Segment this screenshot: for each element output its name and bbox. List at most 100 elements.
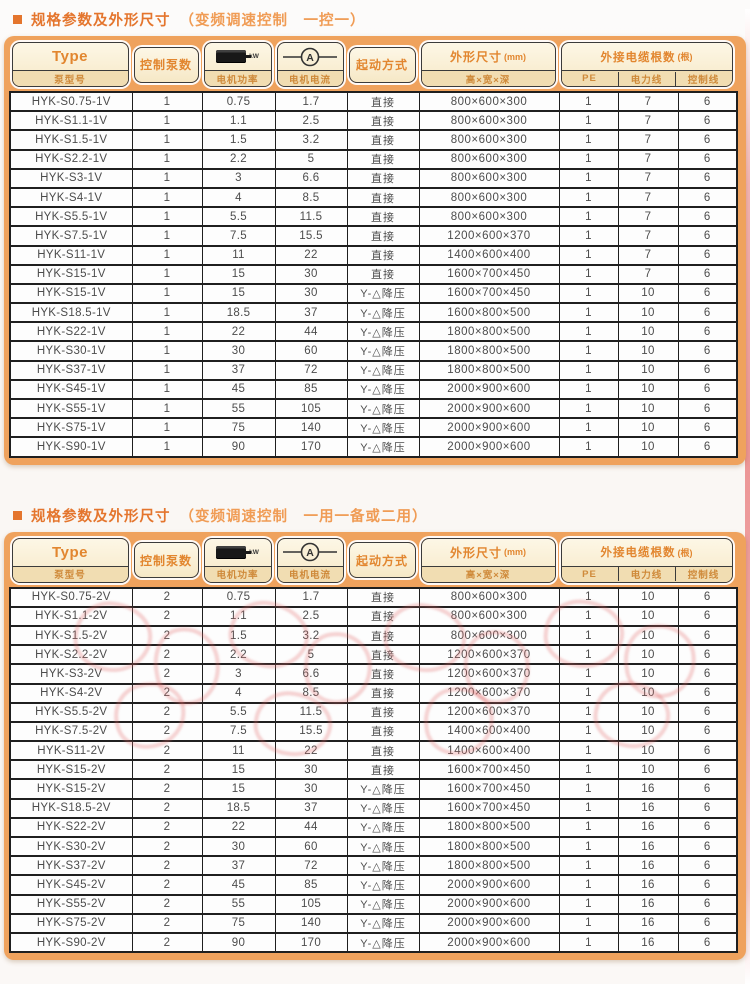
motor-power-icon: kW bbox=[205, 43, 271, 70]
table-cell: 6 bbox=[677, 378, 738, 401]
table-row: HYK-S18.5-1V 1 18.5 37 Y-△降压 1600×800×500 1 10 6 bbox=[9, 302, 738, 324]
table-cell: 18.5 bbox=[201, 302, 276, 324]
header-motor-current-sub: 电机电流 bbox=[277, 565, 343, 582]
table-cell: Y-△降压 bbox=[346, 931, 420, 954]
section-title-2: 规格参数及外形尺寸 （变频调速控制 一用一备或二用） bbox=[13, 505, 750, 526]
table-row: HYK-S15-2V 2 15 30 Y-△降压 1600×700×450 1 16 6 bbox=[9, 778, 738, 800]
table-cell: 1 bbox=[558, 90, 619, 113]
table-cell: 3 bbox=[201, 663, 276, 685]
table-header-1: Type 泵型号 控制泵数 kW 电机功率 A 电机电流 起动方式 bbox=[9, 40, 736, 89]
header-type-sub: 泵型号 bbox=[12, 565, 128, 582]
table-cell: 800×600×300 bbox=[418, 586, 560, 608]
table-cell: 16 bbox=[617, 797, 679, 819]
table-cell: 22 bbox=[201, 321, 276, 343]
table-cell: HYK-S55-1V bbox=[9, 397, 133, 420]
table-cell: 6 bbox=[677, 397, 738, 420]
table-cell: HYK-S75-1V bbox=[9, 417, 133, 439]
table-cell: 6 bbox=[677, 244, 738, 266]
table-row: HYK-S1.5-2V 2 1.5 3.2 直接 800×600×300 1 10 6 bbox=[9, 624, 738, 647]
table-row: HYK-S1.1-1V 1 1.1 2.5 直接 800×600×300 1 7 6 bbox=[9, 110, 738, 132]
table-cell: 2000×900×600 bbox=[418, 893, 560, 915]
table-row: HYK-S90-2V 2 90 170 Y-△降压 2000×900×600 1 16 6 bbox=[9, 931, 738, 954]
table-cell: HYK-S2.2-2V bbox=[9, 644, 133, 666]
table-cell: HYK-S45-1V bbox=[9, 378, 133, 401]
table-cell: 170 bbox=[274, 931, 348, 954]
table-cell: HYK-S75-2V bbox=[9, 912, 133, 934]
table-header-2: Type 泵型号 控制泵数 kW 电机功率 A 电机电流 起动方式 bbox=[9, 536, 736, 585]
table-cell: HYK-S37-1V bbox=[9, 359, 133, 381]
table-cell: 6 bbox=[677, 206, 738, 228]
table-cell: 1 bbox=[558, 701, 619, 723]
table-cell: 2 bbox=[131, 855, 203, 877]
table-cell: 1 bbox=[558, 624, 619, 647]
table-cell: 6 bbox=[677, 359, 738, 381]
header-motor-current: A 电机电流 bbox=[276, 537, 344, 583]
table-cell: 11 bbox=[201, 740, 276, 762]
table-cell: 6 bbox=[677, 340, 738, 362]
header-motor-current-sub: 电机电流 bbox=[277, 70, 343, 86]
table-cell: 44 bbox=[274, 816, 348, 839]
section-title-1: 规格参数及外形尺寸 （变频调速控制 一控一） bbox=[13, 9, 750, 30]
table-cell: 22 bbox=[274, 740, 348, 762]
table-cell: 7 bbox=[617, 186, 679, 209]
spec-panel-2: Type 泵型号 控制泵数 kW 电机功率 A 电机电流 起动方式 bbox=[4, 531, 746, 961]
table-cell: 1 bbox=[558, 912, 619, 934]
table-cell: 44 bbox=[274, 321, 348, 343]
table-cell: 直接 bbox=[346, 206, 420, 228]
table-cell: 直接 bbox=[346, 740, 420, 762]
table-cell: HYK-S30-1V bbox=[9, 340, 133, 362]
table-cell: 4 bbox=[201, 186, 276, 209]
header-dimensions: 外形尺寸 (mm) 高×宽×深 bbox=[420, 42, 556, 87]
table-cell: 1200×600×370 bbox=[418, 225, 560, 247]
table-cell: HYK-S45-2V bbox=[9, 874, 133, 896]
ammeter-icon: A bbox=[278, 43, 343, 70]
table-cell: 800×600×300 bbox=[418, 186, 560, 209]
table-cell: 170 bbox=[274, 436, 348, 458]
table-cell: HYK-S4-1V bbox=[9, 186, 133, 209]
header-pump-count: 控制泵数 bbox=[133, 542, 199, 579]
table-cell: 1600×700×450 bbox=[418, 282, 560, 305]
table-cell: 6 bbox=[677, 605, 738, 627]
table-row: HYK-S4-1V 1 4 8.5 直接 800×600×300 1 7 6 bbox=[9, 186, 738, 209]
table-cell: 140 bbox=[274, 417, 348, 439]
table-cell: 1 bbox=[558, 206, 619, 228]
table-cell: 6 bbox=[677, 797, 738, 819]
table-cell: 10 bbox=[617, 720, 679, 743]
table-cell: Y-△降压 bbox=[346, 797, 420, 819]
table-cell: 1 bbox=[558, 855, 619, 877]
header-dimensions-label: 外形尺寸 (mm) bbox=[449, 545, 526, 560]
table-cell: 1 bbox=[558, 417, 619, 439]
table-cell: HYK-S18.5-1V bbox=[9, 302, 133, 324]
table-cell: HYK-S22-2V bbox=[9, 816, 133, 839]
table-cell: 1200×600×370 bbox=[418, 682, 560, 704]
table-cell: 1800×800×500 bbox=[418, 855, 560, 877]
table-cell: HYK-S2.2-1V bbox=[9, 148, 133, 170]
table-cell: 0.75 bbox=[201, 586, 276, 608]
table-cell: 1 bbox=[131, 340, 203, 362]
table-cell: 1400×600×400 bbox=[418, 244, 560, 266]
table-row: HYK-S1.1-2V 2 1.1 2.5 直接 800×600×300 1 10 6 bbox=[9, 605, 738, 627]
table-cell: 10 bbox=[617, 624, 679, 647]
table-cell: 60 bbox=[274, 835, 348, 858]
table-cell: 10 bbox=[617, 701, 679, 723]
table-cell: 10 bbox=[617, 644, 679, 666]
table-cell: 7 bbox=[617, 148, 679, 170]
spec-table-2: HYK-S0.75-2V 2 0.75 1.7 直接 800×600×300 1 10 6 HYK… bbox=[9, 586, 738, 954]
table-cell: 1 bbox=[558, 682, 619, 704]
table-cell: 10 bbox=[617, 436, 679, 458]
table-cell: 1400×600×400 bbox=[418, 720, 560, 743]
header-type: Type 泵型号 bbox=[11, 537, 129, 583]
table-cell: 2.5 bbox=[274, 605, 348, 627]
table-cell: 55 bbox=[201, 893, 276, 915]
table-cell: HYK-S7.5-2V bbox=[9, 720, 133, 743]
table-cell: 1 bbox=[558, 835, 619, 858]
table-cell: 6 bbox=[677, 148, 738, 170]
header-pump-count-label: 控制泵数 bbox=[139, 553, 192, 568]
square-bullet-icon bbox=[13, 510, 22, 520]
table-cell: 8.5 bbox=[274, 186, 348, 209]
table-cell: 105 bbox=[274, 893, 348, 915]
table-row: HYK-S7.5-1V 1 7.5 15.5 直接 1200×600×370 1 7 6 bbox=[9, 225, 738, 247]
table-cell: 1 bbox=[558, 359, 619, 381]
table-cell: HYK-S22-1V bbox=[9, 321, 133, 343]
table-cell: 10 bbox=[617, 302, 679, 324]
